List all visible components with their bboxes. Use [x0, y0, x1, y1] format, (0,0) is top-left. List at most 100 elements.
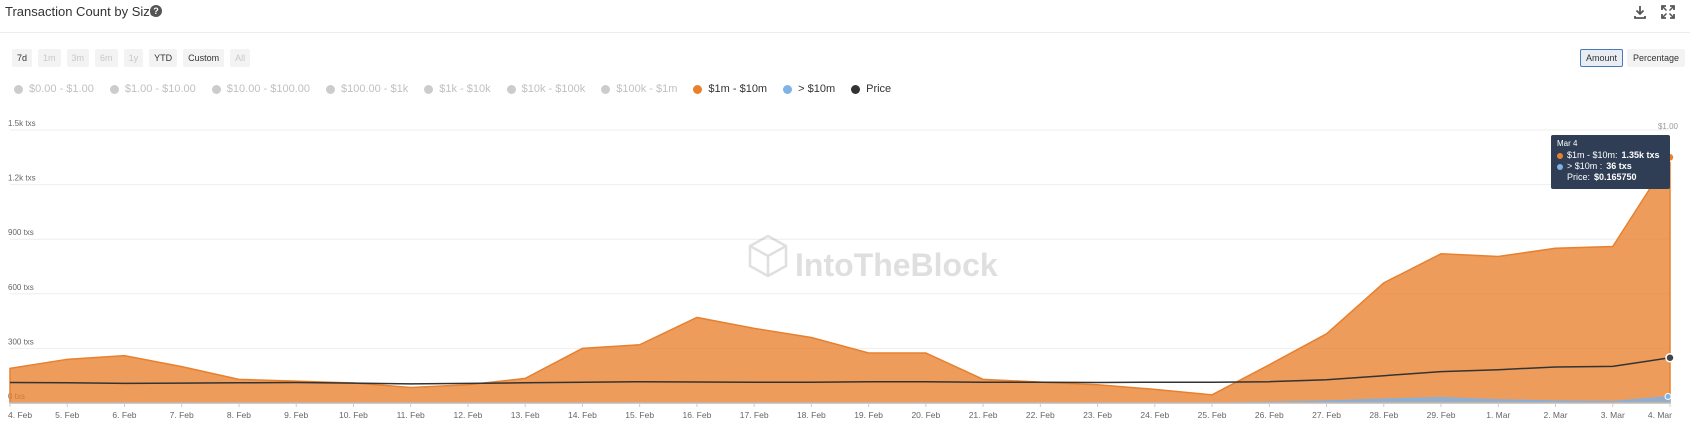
time-range-selector: 7d 1m 3m 6m 1y YTD Custom All [12, 49, 251, 67]
range-ytd-button[interactable]: YTD [149, 49, 178, 67]
tooltip-dot-icon [1557, 175, 1563, 181]
x-tick-label: 7. Feb [170, 410, 194, 420]
x-tick-label: 5. Feb [55, 410, 79, 420]
x-tick-label: 15. Feb [625, 410, 654, 420]
legend-item-10-00-100-00[interactable]: $10.00 - $100.00 [211, 83, 310, 95]
x-tick-label: 6. Feb [112, 410, 136, 420]
y-tick-label: 1.2k txs [8, 174, 36, 183]
range-1m-button[interactable]: 1m [38, 49, 61, 67]
x-tick-label: 16. Feb [682, 410, 711, 420]
x-tick-label: 27. Feb [1312, 410, 1341, 420]
tooltip-label: Price: [1567, 172, 1591, 182]
x-tick-label: 25. Feb [1198, 410, 1227, 420]
tooltip-label: $1m - $10m: [1567, 150, 1618, 160]
x-tick-label: 13. Feb [511, 410, 540, 420]
legend-label: $10.00 - $100.00 [226, 83, 310, 95]
watermark: IntoTheBlock [748, 234, 998, 283]
tooltip-value: 1.35k txs [1621, 150, 1660, 160]
legend-label: $1.00 - $10.00 [124, 83, 196, 95]
display-mode-selector: Amount Percentage [1580, 49, 1686, 67]
legend-label: $10k - $100k [521, 83, 586, 95]
page-title: Transaction Count by Size [5, 4, 157, 19]
x-tick-label: 20. Feb [911, 410, 940, 420]
tooltip-value: 36 txs [1606, 161, 1632, 171]
legend-label: > $10m [798, 83, 836, 95]
x-tick-label: 18. Feb [797, 410, 826, 420]
mode-amount-button[interactable]: Amount [1580, 49, 1624, 67]
series-area-1m-10m [9, 154, 1671, 404]
question-circle-icon[interactable]: ? [150, 5, 162, 17]
legend-label: $0.00 - $1.00 [29, 83, 94, 95]
x-tick-label: 3. Mar [1601, 410, 1625, 420]
tooltip-date: Mar 4 [1557, 139, 1578, 148]
legend-label: Price [866, 83, 892, 95]
legend-item-100-00-1k[interactable]: $100.00 - $1k [325, 83, 409, 95]
y-tick-label: 900 txs [8, 228, 34, 237]
legend-dot-icon [211, 84, 221, 94]
tooltip-dot-icon [1557, 152, 1563, 159]
mode-percentage-button[interactable]: Percentage [1627, 49, 1686, 67]
y-tick-label: 300 txs [8, 337, 34, 346]
chart-header: Transaction Count by Size ? [0, 0, 1690, 33]
legend-item-10k-100k[interactable]: $10k - $100k [506, 83, 586, 95]
y-tick-label: 1.5k txs [8, 119, 36, 128]
legend-label: $1k - $10k [439, 83, 491, 95]
point-marker-price [1665, 353, 1675, 363]
x-tick-label: 26. Feb [1255, 410, 1284, 420]
x-tick-label: 14. Feb [568, 410, 597, 420]
x-tick-label: 21. Feb [969, 410, 998, 420]
legend-dot-icon [506, 84, 516, 94]
legend-label: $1m - $10m [708, 83, 768, 95]
x-tick-label: 23. Feb [1083, 410, 1112, 420]
legend-item-10m[interactable]: > $10m [783, 83, 835, 95]
x-tick-label: 12. Feb [454, 410, 483, 420]
x-tick-label: 22. Feb [1026, 410, 1055, 420]
tooltip-row: > $10m :36 txs [1557, 161, 1664, 172]
x-tick-label: 24. Feb [1140, 410, 1169, 420]
tooltip-row: $1m - $10m: 1.35k txs [1557, 150, 1664, 161]
watermark-logo-icon [748, 234, 788, 278]
legend-item-0-00-1-00[interactable]: $0.00 - $1.00 [14, 83, 94, 95]
fullscreen-icon[interactable] [1660, 4, 1676, 20]
x-tick-label: 10. Feb [339, 410, 368, 420]
legend-dot-icon [325, 84, 335, 94]
x-tick-label: 28. Feb [1369, 410, 1398, 420]
y-tick-label: 600 txs [8, 283, 34, 292]
chart-tooltip: Mar 4 $1m - $10m: 1.35k txs > $10m :36 txs… [1551, 135, 1670, 189]
legend-dot-icon [851, 84, 861, 94]
legend-label: $100k - $1m [616, 83, 678, 95]
legend-item-1k-10k[interactable]: $1k - $10k [424, 83, 491, 95]
tooltip-value: $0.165750 [1594, 172, 1637, 182]
series-line-price [9, 357, 1671, 385]
range-6m-button[interactable]: 6m [95, 49, 118, 67]
legend-item-1m-10m[interactable]: $1m - $10m [693, 83, 767, 95]
legend-dot-icon [783, 84, 793, 94]
legend-dot-icon [109, 84, 119, 94]
x-tick-label: 4. Feb [8, 410, 32, 420]
y2-top-label: $1.00 [1658, 122, 1679, 131]
legend-item-price[interactable]: Price [851, 83, 891, 95]
legend-item-1-00-10-00[interactable]: $1.00 - $10.00 [109, 83, 196, 95]
legend-dot-icon [693, 84, 703, 94]
range-1y-button[interactable]: 1y [123, 49, 144, 67]
x-tick-label: 4. Mar [1648, 410, 1672, 420]
tooltip-dot-icon [1557, 163, 1563, 170]
range-custom-button[interactable]: Custom [183, 49, 225, 67]
download-icon[interactable] [1632, 4, 1648, 20]
range-3m-button[interactable]: 3m [66, 49, 90, 67]
legend-dot-icon [601, 84, 611, 94]
x-tick-label: 19. Feb [854, 410, 883, 420]
point-marker-over-10m [1664, 392, 1672, 400]
tooltip-row: Price: $0.165750 [1557, 172, 1664, 183]
x-tick-label: 17. Feb [740, 410, 769, 420]
x-tick-label: 29. Feb [1427, 410, 1456, 420]
tooltip-label: > $10m : [1567, 161, 1603, 171]
legend-dot-icon [14, 84, 23, 94]
chart-legend: $0.00 - $1.00 $1.00 - $10.00 $10.00 - $100… [14, 83, 891, 95]
range-7d-button[interactable]: 7d [12, 49, 33, 67]
legend-item-100k-1m[interactable]: $100k - $1m [601, 83, 677, 95]
range-all-button[interactable]: All [230, 49, 251, 67]
legend-label: $100.00 - $1k [340, 83, 409, 95]
x-tick-label: 8. Feb [227, 410, 251, 420]
